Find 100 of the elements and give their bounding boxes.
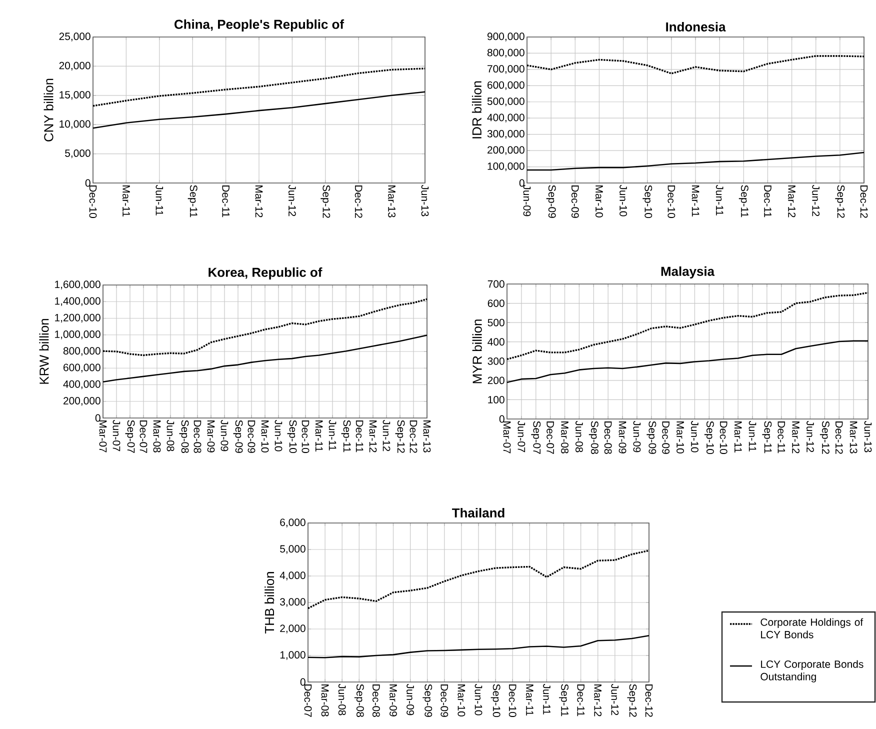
line-series <box>526 152 865 171</box>
y-tick-label: 200,000 <box>64 397 100 406</box>
line-series <box>307 550 650 610</box>
y-tick-label: 800,000 <box>487 48 524 58</box>
line-series <box>92 68 426 107</box>
x-tick-label: Dec-10 <box>302 420 310 453</box>
x-tick-label: Sep-11 <box>188 185 198 218</box>
x-tick-label: Sep-10 <box>642 185 652 218</box>
x-tick-label: Mar-08 <box>153 420 161 452</box>
x-tick-label: Jun-12 <box>382 420 390 452</box>
x-tick-label: Jun-12 <box>288 184 296 216</box>
x-tick-label: Mar-10 <box>261 420 269 452</box>
x-tick-label: Mar-13 <box>388 186 396 218</box>
x-tick-label: Sep-08 <box>588 421 598 454</box>
x-tick-label: Mar-07 <box>99 420 107 452</box>
x-tick-label: Dec-11 <box>356 420 364 452</box>
x-tick-label: Dec-09 <box>248 420 256 453</box>
x-tick-label: Jun-11 <box>156 184 164 216</box>
x-tick-label: Dec-08 <box>372 684 380 717</box>
x-tick-label: Sep-12 <box>820 421 830 454</box>
x-tick-label: Sep-08 <box>354 684 364 717</box>
x-tick-label: Sep-09 <box>422 684 432 717</box>
x-tick-label: Sep-09 <box>646 421 656 454</box>
x-tick-label: Sep-11 <box>762 421 772 454</box>
x-tick-label: Mar-12 <box>594 684 602 716</box>
x-tick-label: Jun-12 <box>806 420 814 452</box>
y-tick-label: 0 <box>95 414 100 422</box>
x-tick-label: Jun-11 <box>748 420 756 452</box>
x-tick-label: Mar-09 <box>618 422 626 454</box>
x-tick-label: Jun-07 <box>112 420 120 452</box>
y-tick-label: 500,000 <box>487 98 524 106</box>
x-tick-label: Sep-12 <box>320 185 330 218</box>
chart-title: Thailand <box>452 508 504 518</box>
y-tick-label: 100,000 <box>488 162 524 172</box>
y-tick-label: 20,000 <box>59 62 90 71</box>
x-tick-label: Sep-09 <box>233 420 243 453</box>
x-tick-label: Sep-09 <box>546 185 556 218</box>
x-tick-label: Dec-09 <box>662 422 670 454</box>
x-tick-label: Jun-08 <box>575 420 583 452</box>
x-tick-label: Sep-12 <box>835 185 845 218</box>
y-tick-label: 2,000 <box>280 624 306 634</box>
x-tick-label: Dec-11 <box>778 422 786 454</box>
x-tick-label: Mar-09 <box>390 684 397 716</box>
x-tick-label: Jun-10 <box>691 420 698 452</box>
y-axis-title: IDR billion <box>472 81 482 138</box>
legend-label: Corporate Holdings of LCY Bonds <box>760 618 864 638</box>
x-tick-label: Jun-09 <box>523 184 531 216</box>
y-tick-label: 5,000 <box>280 545 306 554</box>
x-tick-label: Jun-10 <box>274 420 282 452</box>
x-tick-label: Jun-12 <box>812 184 820 216</box>
x-tick-label: Sep-07 <box>125 420 135 453</box>
x-tick-label: Sep-10 <box>287 420 297 454</box>
x-tick-label: Dec-11 <box>764 186 772 218</box>
x-tick-label: Mar-11 <box>122 186 130 217</box>
x-tick-label: Dec-10 <box>720 422 728 454</box>
y-tick-label: 5,000 <box>65 149 90 158</box>
y-tick-label: 1,000,000 <box>55 330 100 340</box>
line-series <box>526 55 865 74</box>
chart-title: China, People's Republic of <box>174 19 344 32</box>
x-tick-label: Sep-07 <box>531 421 541 454</box>
x-tick-label: Dec-12 <box>410 420 418 453</box>
x-tick-label: Mar-11 <box>526 684 534 716</box>
y-tick-label: 700,000 <box>488 65 524 74</box>
y-tick-label: 10,000 <box>60 120 90 129</box>
x-tick-label: Sep-12 <box>395 420 405 453</box>
y-tick-label: 1,000 <box>280 651 306 660</box>
x-tick-label: Dec-09 <box>571 186 579 218</box>
y-tick-label: 800,000 <box>63 347 100 356</box>
line-series <box>506 292 869 360</box>
x-tick-label: Jun-12 <box>611 684 619 716</box>
x-tick-label: Mar-08 <box>321 684 329 716</box>
y-axis-title: THB billion <box>264 572 274 634</box>
x-tick-label: Jun-11 <box>328 420 336 450</box>
x-tick-label: Mar-10 <box>596 186 603 218</box>
x-tick-label: Sep-11 <box>559 684 568 716</box>
x-tick-label: Dec-12 <box>860 186 868 218</box>
x-tick-label: Jun-07 <box>518 420 526 452</box>
x-tick-label: Dec-10 <box>89 186 97 218</box>
y-tick-label: 1,200,000 <box>55 314 100 323</box>
y-tick-label: 0 <box>85 179 90 187</box>
chart-title: Indonesia <box>666 22 726 32</box>
y-tick-label: 300 <box>488 357 504 365</box>
x-tick-label: Jun-08 <box>166 420 174 452</box>
x-tick-label: Dec-08 <box>194 420 202 453</box>
x-tick-label: Jun-10 <box>620 184 627 216</box>
x-tick-label: Jun-09 <box>220 420 228 452</box>
x-tick-label: Mar-08 <box>561 422 568 454</box>
y-axis-title: KRW billion <box>39 319 49 384</box>
x-tick-label: Sep-10 <box>490 684 500 718</box>
x-tick-label: Jun-09 <box>633 420 641 452</box>
x-tick-label: Dec-12 <box>835 422 843 454</box>
x-tick-label: Dec-10 <box>508 684 516 717</box>
y-tick-label: 400,000 <box>487 114 524 122</box>
y-tick-label: 0 <box>300 678 306 686</box>
x-tick-label: Dec-07 <box>304 684 312 717</box>
legend-label: LCY Corporate Bonds Outstanding <box>760 660 864 682</box>
x-tick-label: Mar-12 <box>788 186 796 218</box>
x-tick-label: Dec-09 <box>440 684 448 717</box>
x-tick-label: Dec-10 <box>668 186 676 218</box>
y-axis-title: CNY billion <box>44 78 54 142</box>
